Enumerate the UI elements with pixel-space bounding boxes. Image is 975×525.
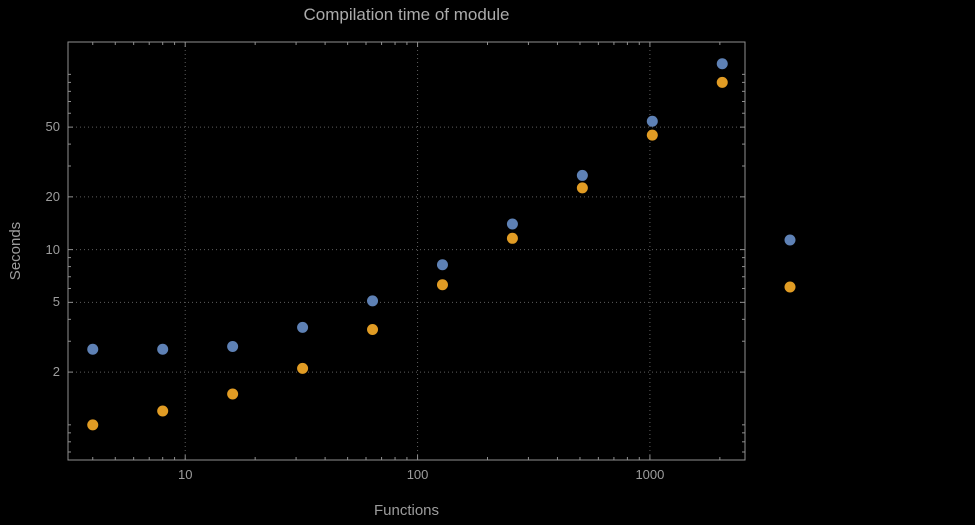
data-point (297, 362, 309, 374)
y-tick-label: 20 (45, 188, 60, 204)
data-point (87, 419, 99, 431)
data-point (367, 323, 379, 335)
data-point (367, 295, 379, 307)
x-tick-label: 100 (406, 467, 429, 482)
y-tick-label: 10 (45, 241, 60, 257)
data-point (646, 115, 658, 127)
x-tick-label: 10 (177, 467, 193, 482)
data-point (716, 76, 728, 88)
data-point (436, 259, 448, 271)
data-point (506, 218, 518, 230)
data-point (87, 343, 99, 355)
x-axis-label: Functions (373, 502, 440, 519)
legend-marker (784, 234, 796, 246)
data-point (436, 279, 448, 291)
data-point (716, 58, 728, 70)
plot-frame (67, 41, 746, 461)
data-point (297, 321, 309, 333)
y-tick-label: 2 (52, 364, 60, 380)
x-tick-label: 1000 (635, 467, 665, 482)
chart-title: Compilation time of module (303, 5, 510, 24)
data-point (646, 129, 658, 141)
data-point (157, 405, 169, 417)
y-tick-label: 5 (52, 294, 60, 310)
data-point (576, 182, 588, 194)
legend-marker (784, 281, 796, 293)
data-point (227, 388, 239, 400)
data-point (506, 232, 518, 244)
data-point (157, 343, 169, 355)
data-point (576, 169, 588, 181)
data-point (227, 340, 239, 352)
y-tick-label: 50 (45, 119, 60, 135)
